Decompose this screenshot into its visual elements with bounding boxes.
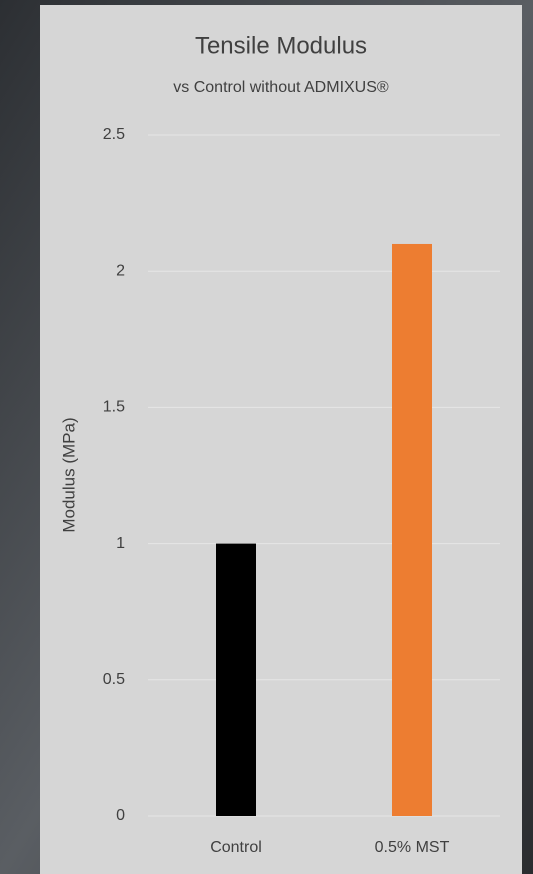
y-tick-label: 1.5: [103, 399, 125, 416]
y-tick-label: 2.5: [103, 126, 125, 143]
bar: [216, 543, 256, 816]
x-tick-label: 0.5% MST: [375, 839, 450, 856]
chart-title: Tensile Modulus: [195, 32, 367, 59]
y-tick-label: 0.5: [103, 671, 125, 688]
y-axis-label: Modulus (MPa): [59, 417, 78, 532]
y-tick-label: 0: [116, 807, 125, 824]
bar: [392, 243, 432, 816]
y-tick-label: 2: [116, 262, 125, 279]
x-tick-label: Control: [210, 839, 262, 856]
chart-panel: [40, 5, 522, 874]
chart-subtitle: vs Control without ADMIXUS®: [173, 79, 389, 96]
y-tick-label: 1: [116, 535, 125, 552]
